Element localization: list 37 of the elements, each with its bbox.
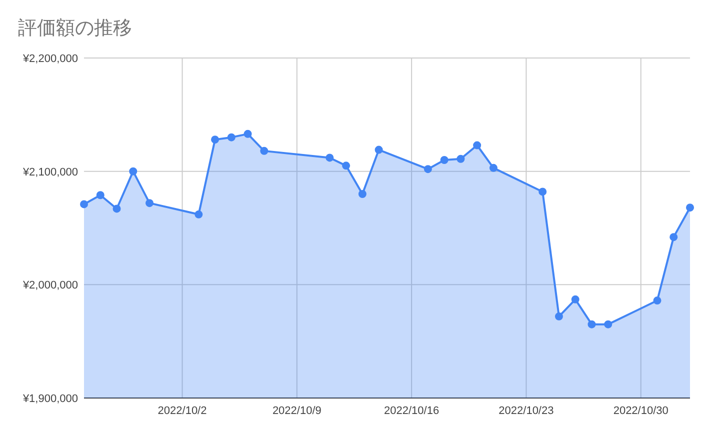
x-tick-label: 2022/10/16 (384, 405, 440, 417)
point (80, 200, 88, 208)
point (244, 130, 252, 138)
point (588, 320, 596, 328)
x-tick-label: 2022/10/23 (498, 405, 554, 417)
point (129, 167, 138, 176)
point (473, 141, 482, 150)
point (358, 190, 366, 198)
point (374, 146, 383, 154)
x-tick-label: 2022/10/2 (158, 405, 207, 417)
point (96, 191, 104, 200)
point (538, 188, 547, 196)
point (260, 146, 268, 155)
point (112, 204, 121, 213)
y-tick-label: ¥2,200,000 (22, 53, 78, 65)
x-tick-label: 2022/10/30 (613, 405, 668, 417)
point (146, 199, 154, 208)
point (440, 156, 448, 164)
point (554, 312, 563, 320)
point (227, 133, 236, 142)
point (653, 296, 662, 305)
point (686, 204, 694, 212)
y-tick-label: ¥2,100,000 (22, 166, 78, 178)
point (670, 233, 678, 242)
y-tick-label: ¥1,900,000 (22, 393, 78, 405)
point (424, 165, 432, 174)
point (211, 136, 220, 144)
point (342, 162, 350, 170)
point (604, 320, 612, 328)
chart-title: 評価額の推移 (18, 18, 132, 39)
point (571, 295, 580, 304)
point (326, 154, 334, 162)
x-tick-label: 2022/10/9 (272, 405, 322, 417)
point (456, 154, 465, 163)
y-tick-label: ¥2,000,000 (22, 280, 78, 292)
point (194, 210, 203, 218)
point (489, 164, 498, 172)
